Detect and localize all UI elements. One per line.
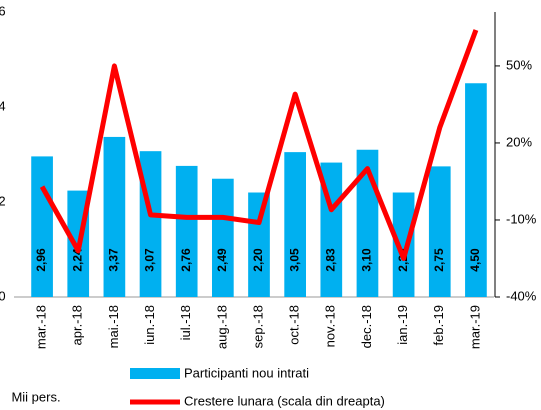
value-label: 2,24 bbox=[70, 248, 84, 272]
legend-label: Crestere lunara (scala din dreapta) bbox=[184, 393, 385, 408]
y2-tick-label: 50% bbox=[506, 57, 532, 72]
value-label: 2,75 bbox=[432, 248, 446, 272]
value-label: 2,76 bbox=[179, 248, 193, 272]
y2-tick-label: 20% bbox=[506, 134, 532, 149]
value-label: 3,05 bbox=[287, 248, 301, 272]
x-tick-label: sep.-18 bbox=[250, 305, 265, 348]
value-label: 3,10 bbox=[360, 248, 374, 272]
x-tick-label: mar.-19 bbox=[467, 305, 482, 349]
x-tick-label: aug.-18 bbox=[214, 305, 229, 349]
x-tick-label: nov.-18 bbox=[323, 305, 338, 347]
bar bbox=[428, 166, 451, 297]
x-tick-label: apr.-18 bbox=[70, 305, 85, 345]
y2-tick-label: -40% bbox=[506, 288, 537, 303]
bar bbox=[392, 192, 415, 297]
value-label: 3,37 bbox=[107, 248, 121, 272]
line bbox=[39, 29, 479, 261]
legend-swatch bbox=[130, 368, 180, 379]
value-label: 2,83 bbox=[323, 248, 337, 272]
y-tick-label: 6 bbox=[0, 3, 6, 18]
bar bbox=[103, 136, 126, 297]
x-tick-label: feb.-19 bbox=[431, 305, 446, 345]
value-label: 2,96 bbox=[34, 248, 48, 272]
y-tick-label: 4 bbox=[0, 98, 6, 113]
bar bbox=[284, 152, 306, 297]
bar bbox=[465, 83, 487, 297]
x-tick-label: mar.-18 bbox=[34, 305, 49, 349]
y2-tick-label: -10% bbox=[506, 211, 537, 226]
bar bbox=[175, 165, 198, 297]
bar bbox=[31, 156, 53, 297]
value-label: 2,20 bbox=[251, 248, 265, 272]
x-tick-label: ian.-19 bbox=[395, 305, 410, 345]
x-tick-label: dec.-18 bbox=[359, 305, 374, 348]
x-tick-label: mai.-18 bbox=[106, 305, 121, 348]
x-tick-label: oct.-18 bbox=[287, 305, 302, 345]
y-tick-label: 0 bbox=[0, 288, 6, 303]
bar bbox=[248, 192, 270, 297]
unit-label: Mii pers. bbox=[11, 389, 60, 404]
x-tick-label: iun.-18 bbox=[142, 305, 157, 345]
value-label: 3,07 bbox=[143, 248, 157, 272]
legend-label: Participanti nou intrati bbox=[184, 365, 309, 380]
value-label: 2,49 bbox=[215, 248, 229, 272]
x-tick-label: iul.-18 bbox=[178, 305, 193, 340]
bar bbox=[212, 178, 234, 297]
value-label: 4,50 bbox=[468, 248, 482, 272]
y-tick-label: 2 bbox=[0, 193, 6, 208]
